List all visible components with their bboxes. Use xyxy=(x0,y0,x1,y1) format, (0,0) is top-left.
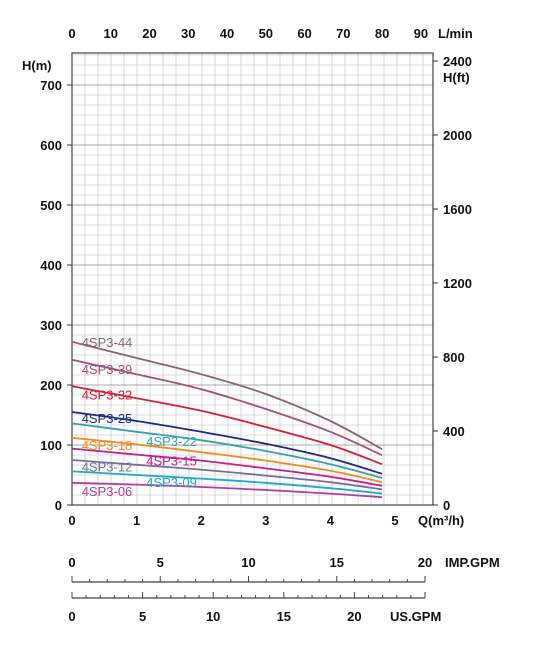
tick-label-head-m: 700 xyxy=(40,78,62,93)
label-4sp3-32: 4SP3-32 xyxy=(82,388,133,403)
label-4sp3-44: 4SP3-44 xyxy=(82,335,133,350)
tick-label-lmin: 50 xyxy=(259,26,273,41)
performance-curves xyxy=(71,340,383,499)
tick-label-imp-gpm: 10 xyxy=(241,555,255,570)
label-4sp3-18: 4SP3-18 xyxy=(82,438,133,453)
curve-4sp3-15 xyxy=(71,447,383,487)
tick-label-us-gpm: 15 xyxy=(277,609,291,624)
tick-label-q: 0 xyxy=(68,513,75,528)
tick-label-head-m: 100 xyxy=(40,438,62,453)
tick-label-imp-gpm: 20 xyxy=(418,555,432,570)
label-4sp3-22: 4SP3-22 xyxy=(146,434,197,449)
tick-label-head-m: 200 xyxy=(40,378,62,393)
tick-label-head-m: 400 xyxy=(40,258,62,273)
tick-label-imp-gpm: 15 xyxy=(330,555,344,570)
tick-label-head-ft: 1200 xyxy=(443,276,472,291)
tick-label-lmin: 80 xyxy=(375,26,389,41)
tick-label-head-ft: 2400 xyxy=(443,54,472,69)
label-4sp3-06: 4SP3-06 xyxy=(82,484,133,499)
tick-label-q: 5 xyxy=(391,513,398,528)
tick-label-us-gpm: 20 xyxy=(347,609,361,624)
tick-label-head-ft: 400 xyxy=(443,424,465,439)
tick-label-head-ft: 2000 xyxy=(443,128,472,143)
unit-us-gpm: US.GPM xyxy=(390,609,441,624)
tick-label-lmin: 40 xyxy=(220,26,234,41)
curve-4sp3-32 xyxy=(71,385,383,466)
tick-label-head-m: 600 xyxy=(40,138,62,153)
tick-label-lmin: 0 xyxy=(68,26,75,41)
curve-4sp3-39 xyxy=(71,358,383,457)
tick-label-lmin: 20 xyxy=(142,26,156,41)
bottom-scales xyxy=(72,581,425,599)
tick-label-imp-gpm: 0 xyxy=(68,555,75,570)
curve-4sp3-09 xyxy=(71,470,383,495)
curve-4sp3-12 xyxy=(71,459,383,491)
label-4sp3-39: 4SP3-39 xyxy=(82,362,133,377)
curve-4sp3-06 xyxy=(71,481,383,499)
tick-label-head-m: 300 xyxy=(40,318,62,333)
tick-label-us-gpm: 0 xyxy=(68,609,75,624)
unit-head-ft: H(ft) xyxy=(443,70,470,85)
chart-grid xyxy=(72,53,433,506)
unit-head-m: H(m) xyxy=(22,58,52,73)
tick-label-us-gpm: 5 xyxy=(139,609,146,624)
tick-label-imp-gpm: 5 xyxy=(157,555,164,570)
curve-4sp3-44 xyxy=(71,340,383,450)
unit-flow-m3h: Q(m³/h) xyxy=(418,513,464,528)
tick-label-lmin: 10 xyxy=(104,26,118,41)
plot-frame xyxy=(71,52,434,506)
tick-label-q: 3 xyxy=(262,513,269,528)
curve-4sp3-25 xyxy=(71,411,383,475)
axis-ticks: 0 10 20 30 40 50 60 70 80 90010020030040050060070… xyxy=(40,26,472,624)
tick-label-head-m: 500 xyxy=(40,198,62,213)
tick-label-q: 2 xyxy=(198,513,205,528)
label-4sp3-15: 4SP3-15 xyxy=(146,454,197,469)
label-4sp3-25: 4SP3-25 xyxy=(82,411,133,426)
tick-label-head-ft: 0 xyxy=(443,498,450,513)
curve-4sp3-18 xyxy=(71,436,383,484)
tick-label-lmin: 90 xyxy=(414,26,428,41)
label-4sp3-12: 4SP3-12 xyxy=(82,460,133,475)
tick-label-us-gpm: 10 xyxy=(206,609,220,624)
tick-label-head-ft: 1600 xyxy=(443,202,472,217)
tick-label-q: 4 xyxy=(327,513,335,528)
tick-label-q: 1 xyxy=(133,513,140,528)
tick-label-lmin: 30 xyxy=(181,26,195,41)
curve-4sp3-22 xyxy=(71,422,383,479)
tick-label-lmin: 70 xyxy=(336,26,350,41)
unit-imp-gpm: IMP.GPM xyxy=(445,555,500,570)
tick-label-lmin: 60 xyxy=(297,26,311,41)
tick-label-head-m: 0 xyxy=(55,498,62,513)
label-4sp3-09: 4SP3-09 xyxy=(146,475,197,490)
curve-labels: 4SP3-44 4SP3-39 4SP3-32 4SP3-25 4SP3-22 4SP3-… xyxy=(82,335,197,499)
tick-label-head-ft: 800 xyxy=(443,350,465,365)
axis-units: L/min H(m) H(ft) Q(m³/h) IMP.GPM US.GPM xyxy=(22,26,500,624)
unit-lmin: L/min xyxy=(438,26,473,41)
